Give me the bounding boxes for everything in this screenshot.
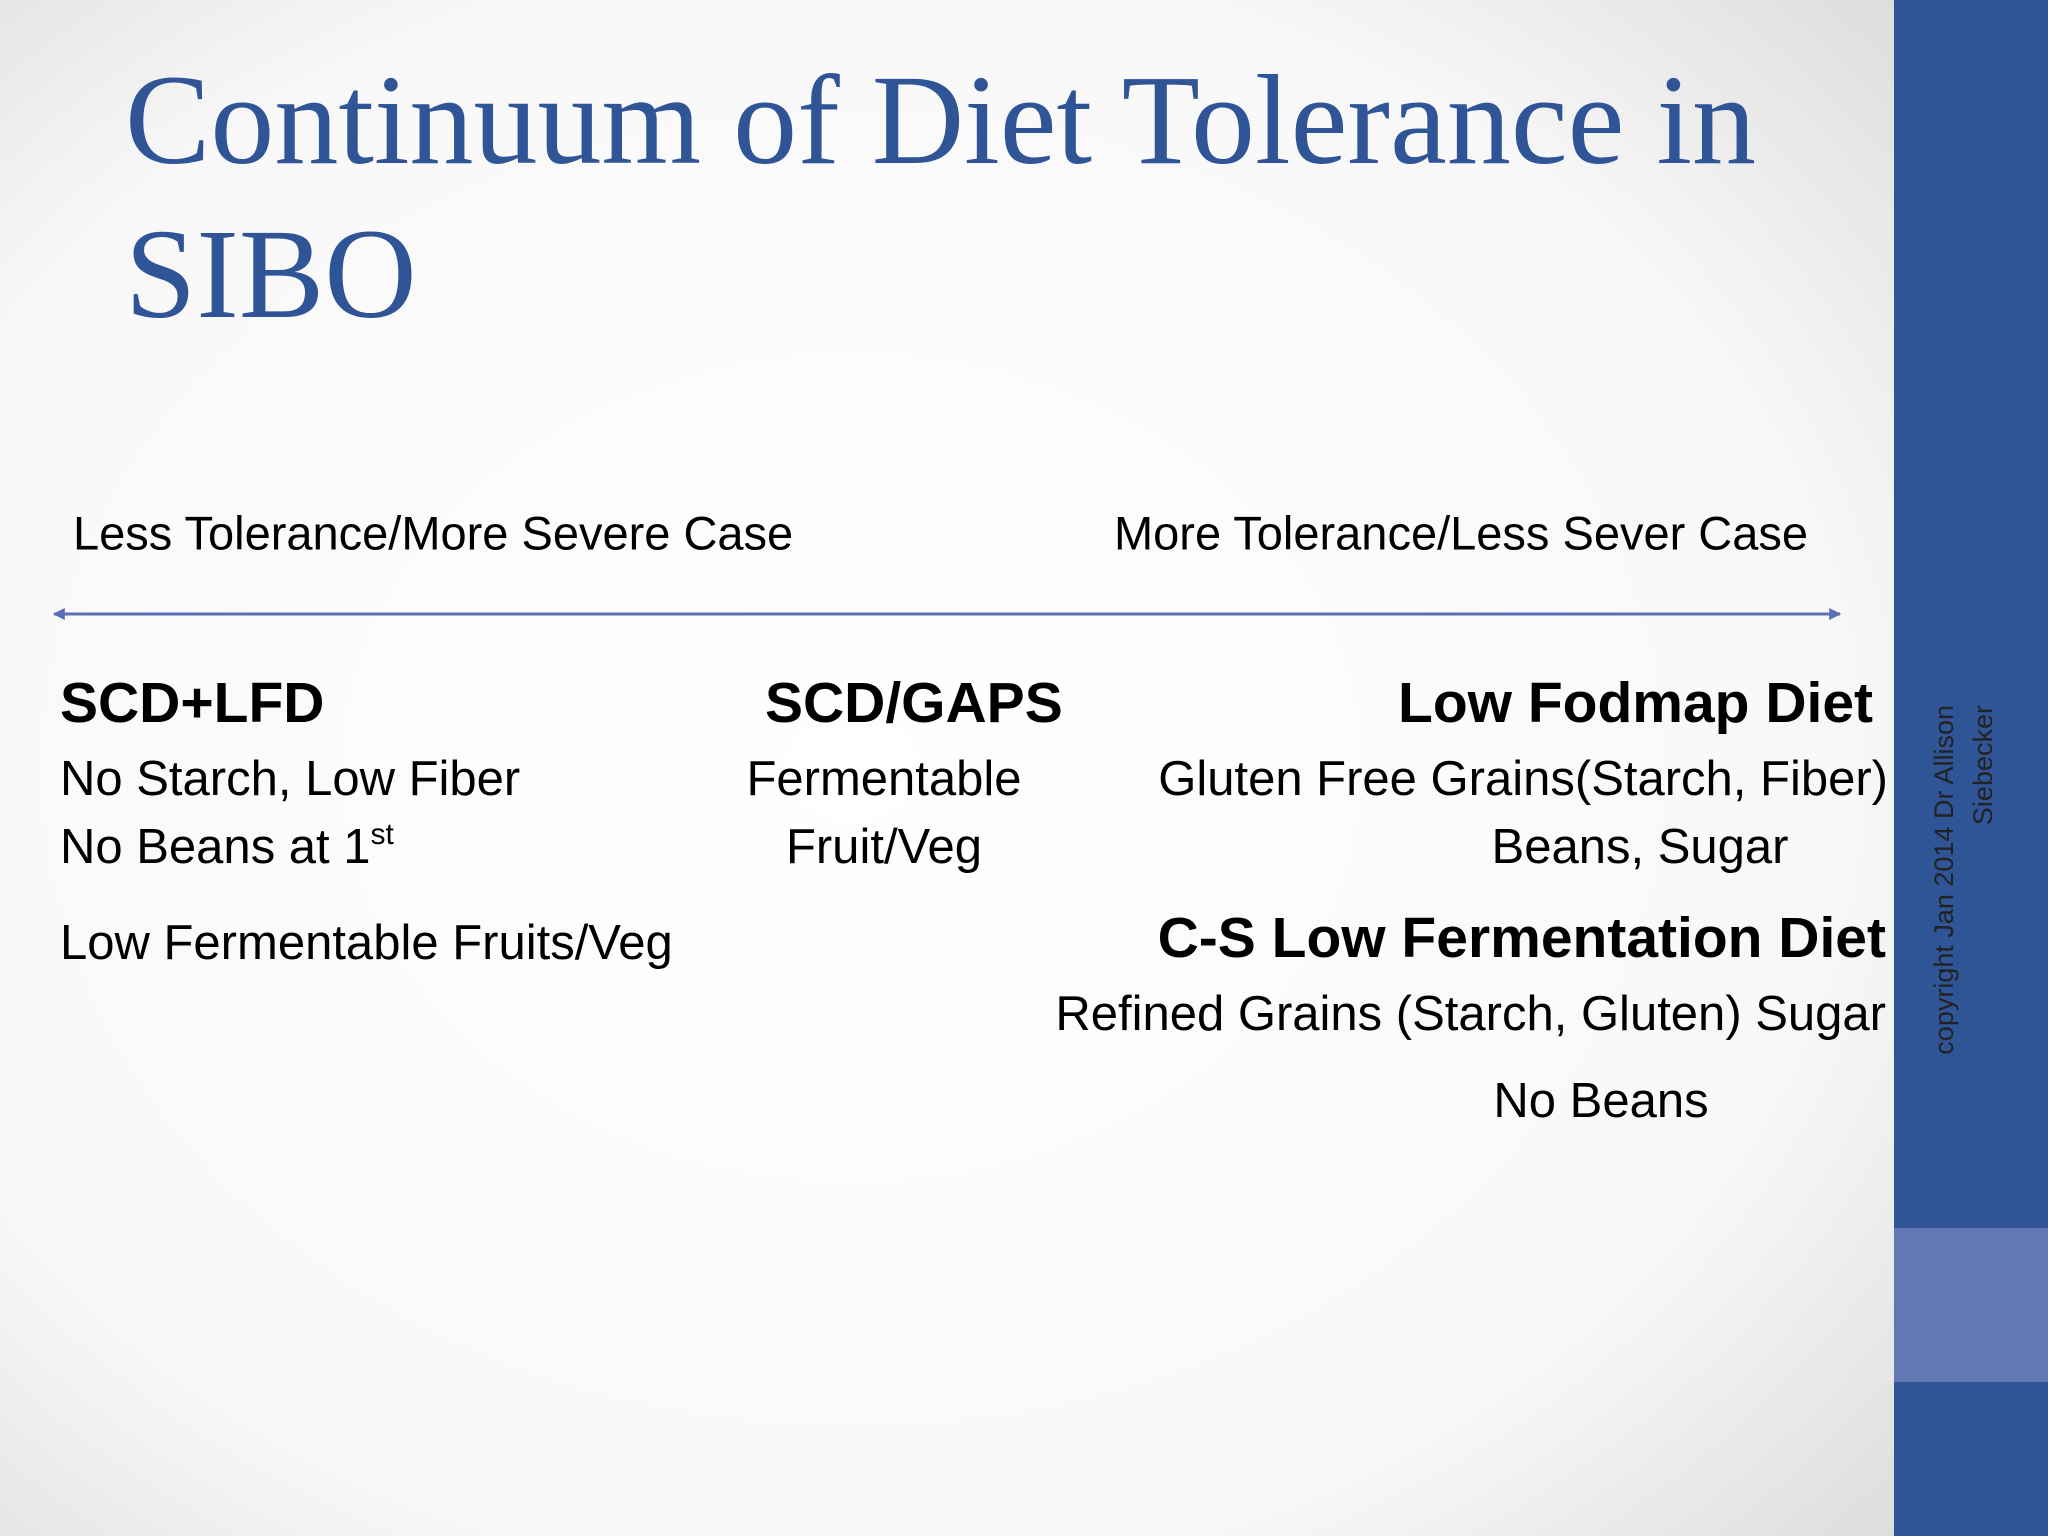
diet-line: Fermentable [746,752,1021,806]
copyright: copyright Jan 2014 Dr Allison [1929,705,1959,1055]
diet-line: No Starch, Low Fiber [60,752,520,806]
diet-line-text: No Beans at 1 [60,820,371,874]
diet-heading: SCD/GAPS [765,671,1063,735]
diet-line: Gluten Free Grains(Starch, Fiber) [1158,752,1888,806]
scale-label: More Tolerance/Less Sever Case [1114,506,1808,559]
diet-line: Beans, Sugar [1492,820,1789,874]
diet-line: Refined Grains (Starch, Gluten) Sugar [1055,987,1886,1041]
diet-line: Fruit/Veg [786,820,982,874]
diet-heading: SCD+LFD [60,671,324,735]
diet-line: Low Fermentable Fruits/Veg [60,916,673,970]
diet-heading: Low Fodmap Diet [1398,671,1873,735]
diet-heading: C-S Low Fermentation Diet [1158,906,1886,970]
background [0,0,1894,1536]
title-line: Continuum of Diet Tolerance in [125,49,1756,191]
sidebar-accent [1894,1228,2048,1382]
copyright: Siebecker [1968,705,1998,825]
diet-line: No Beans at 1st [60,818,395,874]
scale-label: Less Tolerance/More Severe Case [73,506,793,559]
superscript: st [371,818,395,851]
diet-line: No Beans [1493,1074,1708,1128]
title-line: SIBO [125,203,417,345]
